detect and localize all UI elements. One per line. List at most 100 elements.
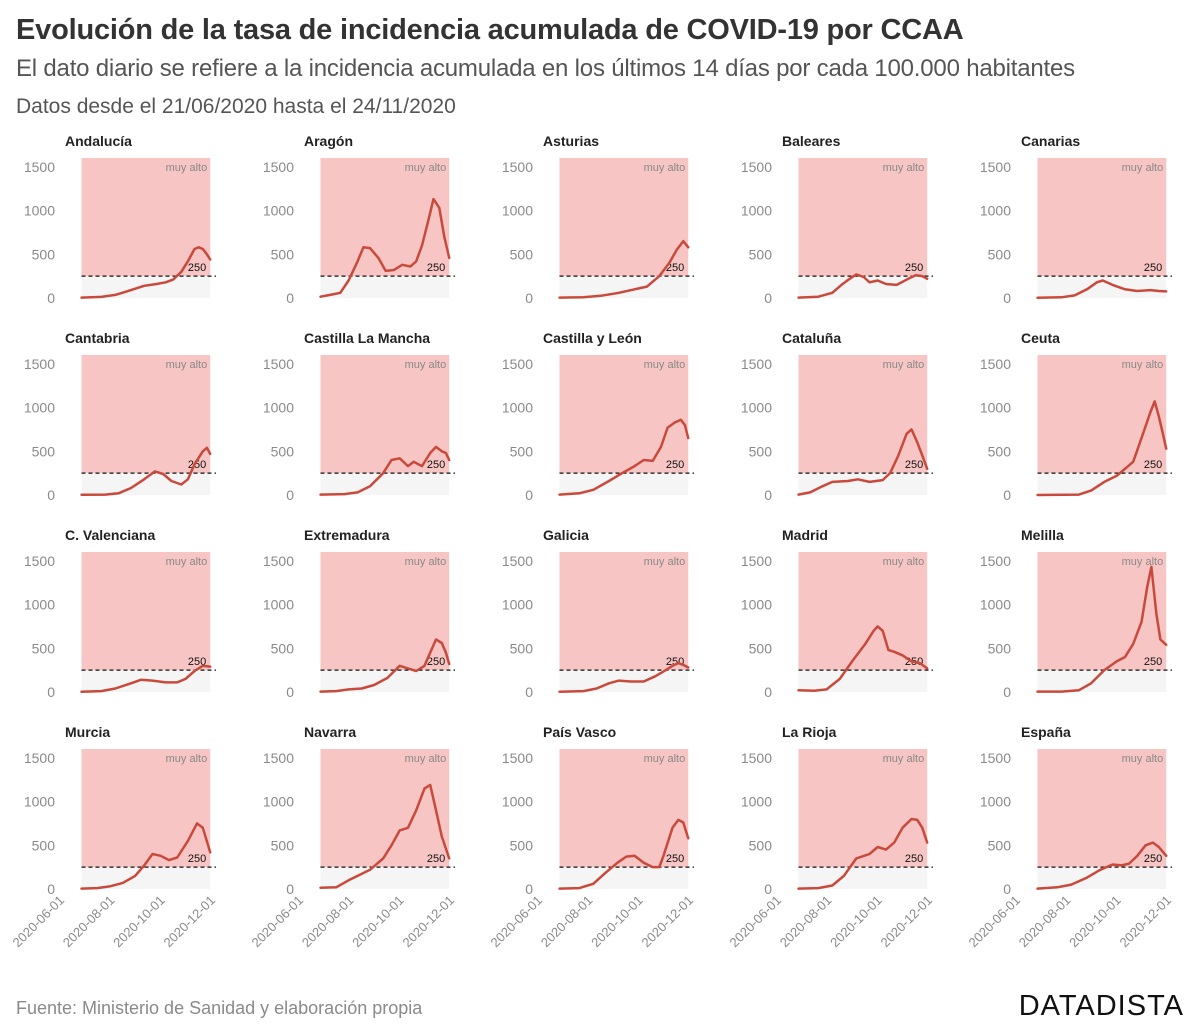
x-tick-label: 2020-06-01 [248,893,306,951]
series-line [319,445,451,496]
series-line [797,273,929,299]
panel-10: 0 500 1000 1500 Ceuta muy alto 250 [980,330,1172,503]
panel-5: 0 500 1000 1500 Canarias muy alto 250 [980,133,1172,306]
y-tick-label: 500 [988,837,1012,853]
x-tick-label: 2020-10-01 [110,893,168,951]
y-tick-label: 0 [286,881,294,897]
low-band [320,670,450,692]
series-line [80,664,212,693]
panel-title: Aragón [304,133,353,149]
y-tick-label: 0 [286,290,294,306]
x-tick-label: 2020-06-01 [726,893,784,951]
y-tick-label: 1000 [263,203,294,219]
risk-band [81,158,211,277]
low-band [1037,670,1167,692]
y-tick-label: 0 [1003,684,1011,700]
series-line [558,239,690,299]
x-tick-label: 2020-08-01 [299,893,357,951]
y-tick-label: 500 [749,640,773,656]
band-label: muy alto [644,556,686,568]
band-label: muy alto [644,162,686,174]
panel-12: 0 500 1000 1500 Extremadura muy alto 250 [263,527,455,700]
series-line [797,817,929,890]
band-label: muy alto [166,359,208,371]
series-line [319,783,451,889]
chart-title: Evolución de la tasa de incidencia acumu… [16,14,964,46]
series-line [80,246,212,299]
risk-band [320,552,450,671]
y-tick-label: 1500 [24,159,55,175]
y-tick-label: 500 [510,246,534,262]
y-tick-label: 500 [988,443,1012,459]
y-tick-label: 1500 [502,553,533,569]
y-tick-label: 1500 [263,553,294,569]
panel-2: 0 500 1000 1500 Aragón muy alto 250 [263,133,455,306]
y-tick-label: 0 [525,684,533,700]
panel-title: C. Valenciana [65,527,155,543]
panel-title: Baleares [782,133,841,149]
threshold-label: 250 [427,459,445,471]
threshold-label: 250 [188,853,206,865]
panel-title: Andalucía [65,133,132,149]
x-tick-label: 2020-12-01 [399,893,457,951]
threshold-label: 250 [427,262,445,274]
series-line [319,197,451,298]
band-label: muy alto [644,359,686,371]
y-tick-label: 1500 [741,553,772,569]
threshold-label: 250 [905,459,923,471]
y-tick-label: 1500 [980,356,1011,372]
low-band [798,670,928,692]
brand-logo: DATADISTA [1018,990,1184,1022]
source-caption: Fuente: Ministerio de Sanidad y elaborac… [16,998,423,1018]
threshold-label: 250 [427,853,445,865]
threshold-label: 250 [427,656,445,668]
panel-title: Cataluña [782,330,841,346]
band-label: muy alto [166,162,208,174]
series-line [1036,565,1168,693]
y-tick-label: 0 [525,290,533,306]
y-tick-label: 1000 [741,597,772,613]
y-tick-label: 500 [271,443,295,459]
series-line [797,625,929,692]
low-band [798,867,928,889]
y-tick-label: 1500 [263,159,294,175]
series-line [797,428,929,496]
panel-title: Ceuta [1021,330,1060,346]
risk-band [559,355,689,474]
y-tick-label: 1000 [263,597,294,613]
y-tick-label: 1000 [741,400,772,416]
panel-title: Castilla y León [543,330,642,346]
y-tick-label: 1000 [980,400,1011,416]
y-tick-label: 1000 [24,203,55,219]
risk-band [798,158,928,277]
x-tick-label: 2020-12-01 [877,893,935,951]
band-label: muy alto [166,753,208,765]
y-tick-label: 1000 [502,203,533,219]
risk-band [81,355,211,474]
panel-title: País Vasco [543,724,616,740]
threshold-label: 250 [905,262,923,274]
threshold-label: 250 [666,459,684,471]
band-label: muy alto [1122,162,1164,174]
x-tick-label: 2020-10-01 [588,893,646,951]
panel-1: 0 500 1000 1500 Andalucía muy alto 250 [24,133,216,306]
panel-title: Castilla La Mancha [304,330,430,346]
panel-title: Murcia [65,724,110,740]
y-tick-label: 500 [510,443,534,459]
y-tick-label: 1500 [24,553,55,569]
y-tick-label: 1000 [24,400,55,416]
threshold-label: 250 [666,262,684,274]
risk-band [798,552,928,671]
panel-15: 0 500 1000 1500 Melilla muy alto 250 [980,527,1172,700]
x-tick-label: 2020-08-01 [60,893,118,951]
band-label: muy alto [1122,753,1164,765]
threshold-label: 250 [1144,459,1162,471]
low-band [320,867,450,889]
x-tick-label: 2020-10-01 [1066,893,1124,951]
y-tick-label: 500 [749,837,773,853]
y-tick-label: 500 [271,640,295,656]
